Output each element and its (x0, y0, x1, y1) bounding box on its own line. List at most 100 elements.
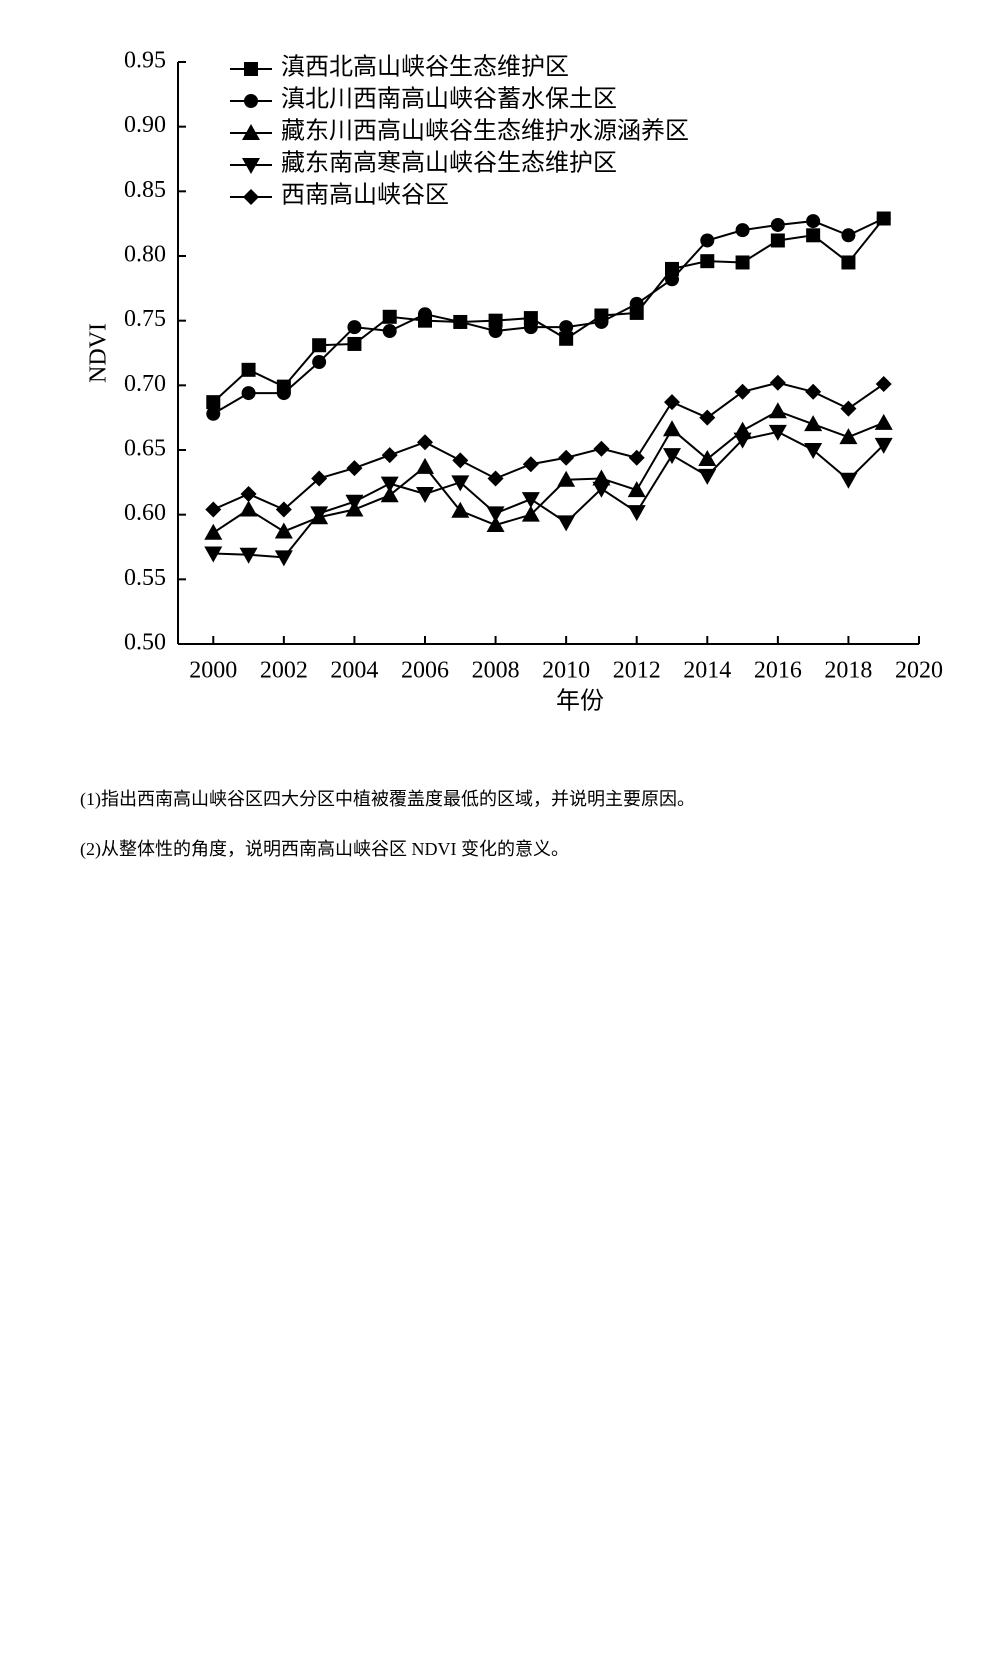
marker (874, 413, 893, 430)
marker (274, 522, 293, 539)
legend-label: 藏东川西高山峡谷生态维护水源涵养区 (281, 118, 689, 145)
y-axis-label: NDVI (86, 323, 112, 383)
marker (593, 440, 610, 457)
marker (204, 546, 223, 563)
series-line (213, 430, 885, 559)
marker (594, 314, 609, 329)
marker (699, 409, 716, 426)
marker (206, 395, 221, 410)
y-tick-label: 0.85 (124, 177, 166, 203)
x-tick-label: 2018 (824, 658, 872, 684)
y-tick-label: 0.60 (124, 500, 166, 526)
marker (627, 481, 646, 498)
marker (592, 481, 611, 498)
marker (488, 324, 503, 339)
marker (557, 515, 576, 532)
marker (733, 432, 752, 449)
marker (592, 469, 611, 486)
x-tick-label: 2002 (260, 658, 308, 684)
marker (768, 402, 787, 419)
marker (698, 450, 717, 467)
marker (243, 189, 259, 205)
marker (274, 550, 293, 567)
marker (769, 374, 786, 391)
marker (347, 336, 362, 351)
marker (382, 324, 397, 339)
marker (239, 500, 258, 517)
marker (241, 362, 256, 377)
marker (242, 124, 260, 140)
marker (417, 434, 433, 451)
marker (521, 505, 540, 522)
y-tick-label: 0.50 (124, 630, 166, 656)
marker (841, 255, 856, 270)
x-tick-label: 2012 (613, 658, 661, 684)
marker (416, 486, 434, 503)
legend-label: 藏东南高寒高山峡谷生态维护区 (281, 150, 617, 177)
marker (345, 494, 364, 511)
marker (839, 428, 858, 445)
x-tick-label: 2008 (472, 658, 520, 684)
marker (663, 420, 681, 437)
y-tick-label: 0.65 (124, 436, 166, 462)
marker (770, 233, 785, 248)
marker (486, 506, 505, 523)
marker (311, 470, 328, 487)
marker (310, 506, 329, 523)
y-tick-label: 0.70 (124, 371, 166, 397)
marker (734, 383, 751, 400)
marker (486, 516, 505, 533)
marker (559, 320, 574, 335)
legend-label: 滇北川西南高山峡谷蓄水保土区 (281, 86, 617, 113)
marker (242, 158, 260, 174)
x-tick-label: 2016 (754, 658, 802, 684)
marker (700, 254, 715, 269)
marker (559, 331, 574, 346)
marker (451, 475, 470, 492)
marker (452, 452, 469, 469)
series-line (212, 381, 885, 511)
question: (2)从整体性的角度，说明西南高山峡谷区 NDVI 变化的意义。 (80, 839, 569, 859)
marker (416, 457, 434, 474)
marker (841, 228, 856, 243)
marker (664, 394, 680, 411)
y-tick-label: 0.95 (124, 48, 166, 74)
marker (488, 313, 503, 328)
marker (522, 456, 539, 473)
marker (804, 443, 823, 459)
marker (806, 214, 821, 229)
marker (418, 307, 432, 322)
x-tick-label: 2020 (895, 658, 943, 684)
marker (735, 255, 750, 270)
marker (523, 320, 538, 335)
chart: NDVI 年份 0.50 0.55 0.60 0.65 0.70 0.75 0.80 0.85… (86, 48, 944, 715)
marker (806, 228, 821, 243)
marker (629, 296, 644, 311)
marker (735, 223, 750, 238)
marker (382, 309, 397, 324)
marker (205, 501, 222, 518)
marker (770, 217, 785, 232)
y-tick-label: 0.75 (124, 306, 166, 332)
marker (239, 547, 258, 564)
x-tick-label: 2000 (189, 658, 237, 684)
marker (557, 470, 576, 487)
x-tick-label: 2006 (401, 658, 449, 684)
marker (204, 523, 223, 540)
marker (874, 437, 893, 454)
y-tick-label: 0.90 (124, 112, 166, 138)
marker (805, 383, 822, 400)
question: (1)指出西南高山峡谷区四大分区中植被覆盖度最低的区域，并说明主要原因。 (80, 789, 695, 809)
marker (276, 386, 291, 401)
x-tick-label: 2004 (330, 658, 378, 684)
marker (628, 449, 645, 466)
x-axis-label: 年份 (556, 688, 604, 715)
marker (380, 476, 399, 493)
marker (875, 376, 892, 393)
marker (241, 386, 256, 401)
marker (244, 94, 258, 108)
marker (840, 400, 857, 417)
marker (381, 447, 398, 464)
marker (244, 62, 258, 76)
